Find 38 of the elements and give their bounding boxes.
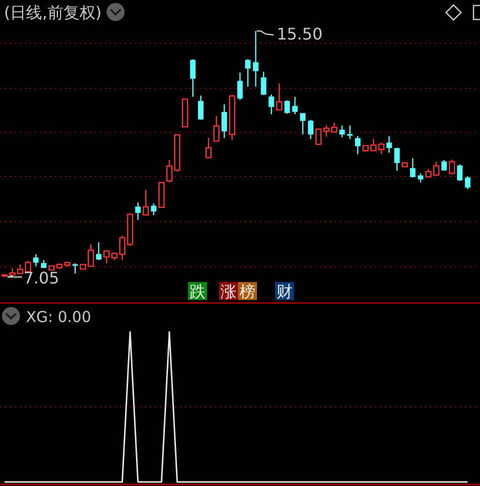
candlestick xyxy=(292,96,298,115)
candlestick xyxy=(88,244,94,268)
candlestick xyxy=(96,242,102,261)
candlestick xyxy=(339,125,345,138)
candlestick xyxy=(410,158,416,178)
annotation: 7.05 xyxy=(24,268,60,288)
candlestick xyxy=(33,254,39,267)
chart-title: XG: 0.00 xyxy=(26,308,92,326)
candlestick xyxy=(222,104,228,138)
candlestick xyxy=(260,71,266,96)
candlestick xyxy=(418,172,424,183)
candlestick xyxy=(150,202,156,216)
candlestick xyxy=(300,112,306,135)
candlestick xyxy=(245,58,251,88)
candlestick xyxy=(464,175,470,190)
candlestick xyxy=(237,72,243,101)
candlestick xyxy=(190,58,196,98)
annotation: 15.50 xyxy=(276,24,323,44)
candlestick xyxy=(198,95,204,120)
candlestick xyxy=(448,159,456,174)
candlestick xyxy=(315,128,322,146)
candlestick xyxy=(213,115,220,142)
candlestick xyxy=(72,262,78,274)
candlestick xyxy=(252,30,258,88)
candlestick xyxy=(355,135,360,155)
candlestick xyxy=(347,125,353,140)
candlestick xyxy=(206,137,212,159)
candlestick xyxy=(394,147,400,172)
candlestick xyxy=(135,202,141,221)
candlestick xyxy=(284,100,290,114)
chart-title: (日线,前复权) xyxy=(4,3,102,22)
candlestick xyxy=(308,119,314,140)
candlestick xyxy=(276,82,282,112)
candlestick xyxy=(142,189,149,216)
candlestick xyxy=(103,250,110,264)
candlestick xyxy=(268,94,274,115)
candlestick xyxy=(457,164,463,182)
candlestick xyxy=(386,135,392,154)
